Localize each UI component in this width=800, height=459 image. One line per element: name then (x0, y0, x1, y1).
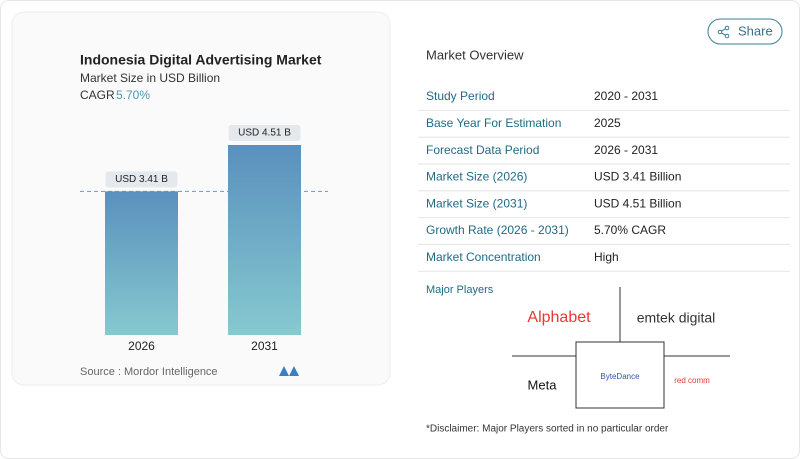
row-key: Base Year For Estimation (426, 116, 561, 130)
row-key: Market Size (2026) (426, 170, 527, 184)
overview-title: Market Overview (426, 47, 524, 62)
row-value: 2020 - 2031 (594, 89, 658, 103)
value-label: USD 4.51 B (238, 128, 291, 139)
player: emtek digital (637, 310, 716, 326)
value-label-bg (105, 171, 178, 188)
cagr-label: CAGR (80, 88, 115, 102)
row-key: Market Concentration (426, 250, 541, 264)
row-key: Forecast Data Period (426, 143, 539, 157)
x-tick-label: 2031 (251, 339, 278, 353)
value-label: USD 3.41 B (115, 174, 168, 185)
chart-card (11, 11, 391, 386)
chart-subtitle: Market Size in USD Billion (80, 71, 220, 85)
bar (228, 145, 301, 335)
row-key: Market Size (2031) (426, 196, 527, 210)
bar (105, 191, 178, 335)
row-value: 5.70% CAGR (594, 223, 666, 237)
row-value: USD 4.51 Billion (594, 196, 681, 210)
value-label-bg (228, 125, 301, 141)
row-value: 2025 (594, 116, 621, 130)
cagr-value: 5.70% (116, 88, 150, 102)
players-grid (512, 287, 730, 409)
player: ByteDance (600, 372, 640, 381)
logo (279, 366, 299, 376)
overview-table: Study Period 2020 - 2031 Base Year For Est… (418, 89, 790, 272)
player: Meta (528, 377, 558, 392)
source: Mordor Intelligence (124, 366, 218, 378)
row-value: High (594, 250, 619, 264)
share-label[interactable]: Share (738, 23, 773, 38)
row-key: Study Period (426, 89, 495, 103)
share-button[interactable]: Share (707, 18, 783, 45)
row-value: 2026 - 2031 (594, 143, 658, 157)
row-key: Growth Rate (2026 - 2031) (426, 223, 569, 237)
bars: USD 3.41 B 2026 USD 4.51 B 2031 (80, 125, 328, 353)
player: Alphabet (527, 309, 591, 326)
chart-title: Indonesia Digital Advertising Market (80, 52, 322, 68)
row-value: USD 3.41 Billion (594, 170, 681, 184)
x-tick-label: 2026 (128, 339, 155, 353)
disclaimer: *Disclaimer: Major Players sorted in no … (426, 424, 669, 435)
players-title: Major Players (426, 284, 494, 296)
player: red comm (674, 376, 710, 385)
source-label: Source : (80, 366, 121, 378)
